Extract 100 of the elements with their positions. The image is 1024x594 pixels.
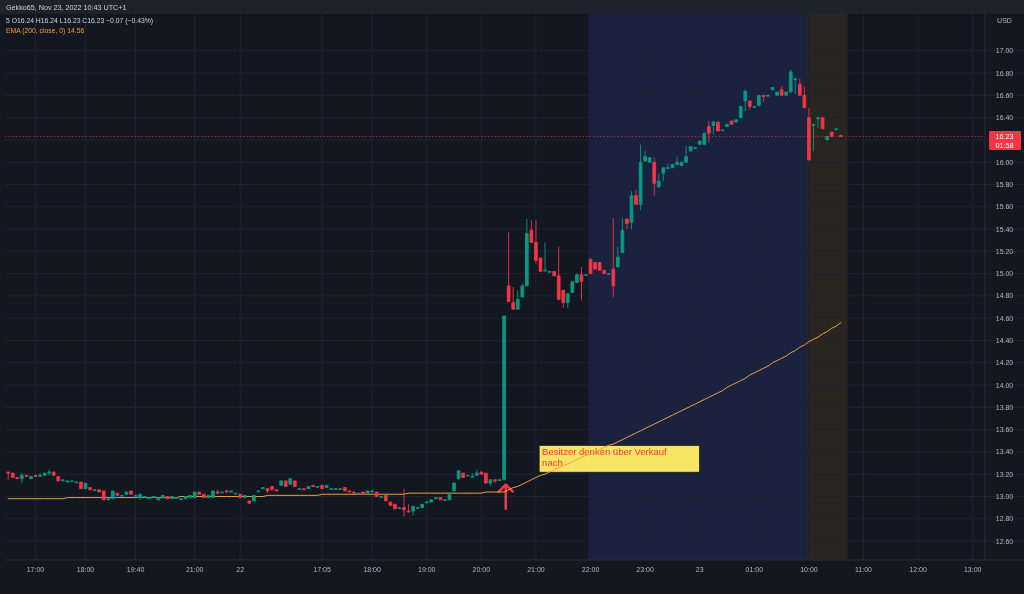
candlestick [83,482,88,490]
candlestick [420,503,425,509]
candlestick [720,129,725,132]
candlestick [825,136,829,141]
candlestick [261,487,265,490]
candlestick [24,474,29,477]
candlestick [361,491,365,495]
candlestick [79,481,83,490]
candlestick [288,478,293,485]
candlestick [129,490,133,495]
candlestick [616,246,620,268]
candlestick [51,471,56,476]
candlestick [465,474,470,477]
candlestick [92,489,97,492]
candlestick [133,494,138,497]
candlestick [597,262,602,271]
candlestick [279,480,283,486]
candlestick [252,494,256,502]
candlestick [206,494,211,499]
candlestick [747,100,752,111]
candlestick [183,496,188,500]
candlestick [224,489,229,494]
candlestick [565,293,570,309]
candlestick [620,217,625,253]
candlestick [120,494,124,497]
candlestick [757,94,761,106]
candlestick [734,119,738,123]
candlestick [652,157,657,197]
candlestick [811,123,816,152]
candlestick [247,500,252,504]
candlestick [456,469,461,481]
candlestick [738,106,743,119]
candlestick [656,172,661,189]
candlestick [702,132,707,145]
candlestick [684,145,688,163]
candlestick [124,491,129,495]
candlestick [265,488,270,494]
candlestick [302,488,306,491]
candlestick [579,266,584,301]
candlestick [829,131,834,138]
candlestick [515,289,520,310]
candlestick [470,472,475,478]
candlestick [743,90,748,112]
candlestick [820,117,825,130]
candlestick [511,286,516,310]
candlestick [370,489,374,494]
candlestick [766,94,770,97]
candlestick [60,479,65,482]
candlestick [65,480,70,483]
candlestick [347,490,352,493]
candlestick [711,120,716,135]
candlestick [816,117,820,129]
candlestick [88,487,92,491]
candlestick [56,475,61,482]
candlestick [779,85,784,96]
candlestick [29,475,33,480]
candlestick [761,94,766,103]
candlestick [775,91,779,96]
candlestick [238,493,243,499]
candlestick [447,492,452,501]
candlestick [256,490,261,493]
candlestick [834,128,839,131]
candlestick [716,121,720,132]
candlestick [10,472,15,478]
candlestick [365,490,370,494]
candlestick [42,472,47,476]
candlestick [838,135,843,138]
candlestick [638,143,643,211]
candlestick [101,490,106,501]
candlestick [33,474,38,477]
candlestick [192,491,197,499]
candlestick [611,217,616,298]
candlestick [311,484,315,487]
candlestick [20,472,24,484]
candlestick [306,486,311,490]
candlestick [429,499,434,503]
candlestick [383,494,388,502]
candlestick [156,497,161,501]
candlestick [233,492,238,495]
candlestick [424,500,429,504]
candlestick [74,481,79,484]
candlestick [434,497,438,500]
annotation: Besitzer denken über Verkauf nach [542,446,668,469]
candlestick [274,489,279,492]
candlestick [374,491,379,497]
candlestick [452,481,456,492]
candlestick [242,494,247,499]
candlestick [488,479,493,487]
candlestick [220,491,224,494]
candlestick [729,120,734,125]
candlestick [688,146,693,152]
candlestick [215,489,220,494]
candlestick [625,218,629,230]
candlestick [356,492,361,495]
candlestick [629,190,634,230]
candlestick [343,487,347,492]
candlestick [707,120,711,143]
candlestick [634,189,638,205]
candlestick [197,491,202,495]
candlestick [807,107,811,161]
